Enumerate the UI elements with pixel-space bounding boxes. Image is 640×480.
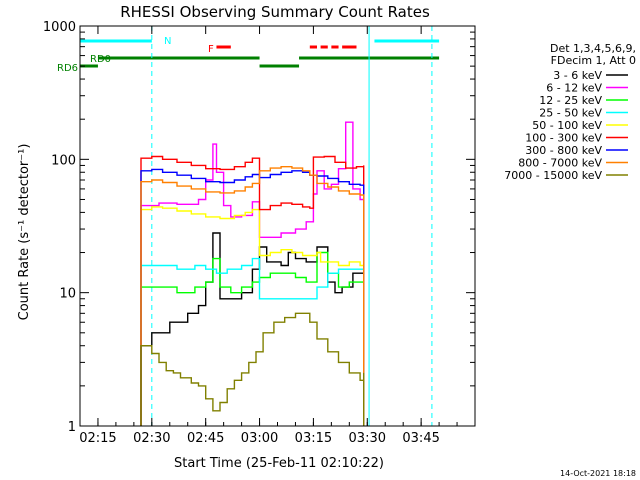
- footer-timestamp: 14-Oct-2021 18:18: [560, 469, 636, 478]
- status-bar-label-n: N: [164, 36, 171, 47]
- legend-header-line: FDecim 1, Att 0: [551, 54, 636, 67]
- legend-header-line: Det 1,3,4,5,6,9,: [550, 42, 636, 55]
- x-axis: 02:15 02:30 02:45 03:00 03:15 03:30 03:45: [79, 26, 476, 446]
- x-tick-label: 02:30: [133, 431, 170, 446]
- legend-entry-label: 50 - 100 keV: [532, 119, 602, 132]
- legend-entry-label: 25 - 50 keV: [539, 107, 602, 120]
- legend-entry-label: 800 - 7000 keV: [518, 157, 602, 170]
- legend-entry-label: 7000 - 15000 keV: [504, 169, 602, 182]
- series-line-5: [140, 155, 365, 426]
- y-axis-label: Count Rate (s⁻¹ detector⁻¹): [17, 144, 32, 321]
- y-axis: 1 10 100 1000: [43, 20, 475, 435]
- y-tick-label: 1: [68, 420, 76, 435]
- legend-entry-label: 12 - 25 keV: [539, 94, 602, 107]
- x-tick-label: 03:00: [241, 431, 278, 446]
- series-lines: [140, 121, 365, 426]
- series-line-4: [140, 206, 365, 426]
- x-axis-label: Start Time (25-Feb-11 02:10:22): [174, 456, 384, 471]
- legend-entry-label: 3 - 6 keV: [553, 69, 602, 82]
- y-tick-label: 1000: [43, 20, 76, 35]
- status-bar-label-f: F: [208, 44, 214, 55]
- legend: Det 1,3,4,5,6,9,FDecim 1, Att 0 3 - 6 keV…: [504, 42, 636, 182]
- status-bars: N F RD0 RD6: [57, 36, 440, 74]
- x-tick-label: 03:45: [402, 431, 439, 446]
- legend-entry-label: 300 - 800 keV: [525, 144, 602, 157]
- series-line-7: [140, 166, 365, 426]
- vertical-markers: [151, 26, 433, 426]
- x-tick-label: 02:45: [187, 431, 224, 446]
- y-tick-label: 10: [59, 287, 76, 302]
- legend-entry-label: 100 - 300 keV: [525, 132, 602, 145]
- series-line-8: [140, 312, 365, 426]
- series-line-6: [140, 168, 365, 426]
- x-tick-label: 03:15: [295, 431, 332, 446]
- series-line-3: [140, 257, 365, 426]
- series-line-1: [140, 121, 365, 426]
- chart-title: RHESSI Observing Summary Count Rates: [120, 3, 430, 21]
- legend-entry-label: 6 - 12 keV: [546, 82, 602, 95]
- y-tick-label: 100: [51, 153, 76, 168]
- status-bar-label-rd0: RD0: [90, 54, 111, 65]
- x-tick-label: 02:15: [79, 431, 116, 446]
- x-tick-label: 03:30: [349, 431, 386, 446]
- series-line-0: [140, 232, 365, 426]
- status-bar-label-rd6: RD6: [57, 63, 78, 74]
- plot-frame: [79, 25, 476, 427]
